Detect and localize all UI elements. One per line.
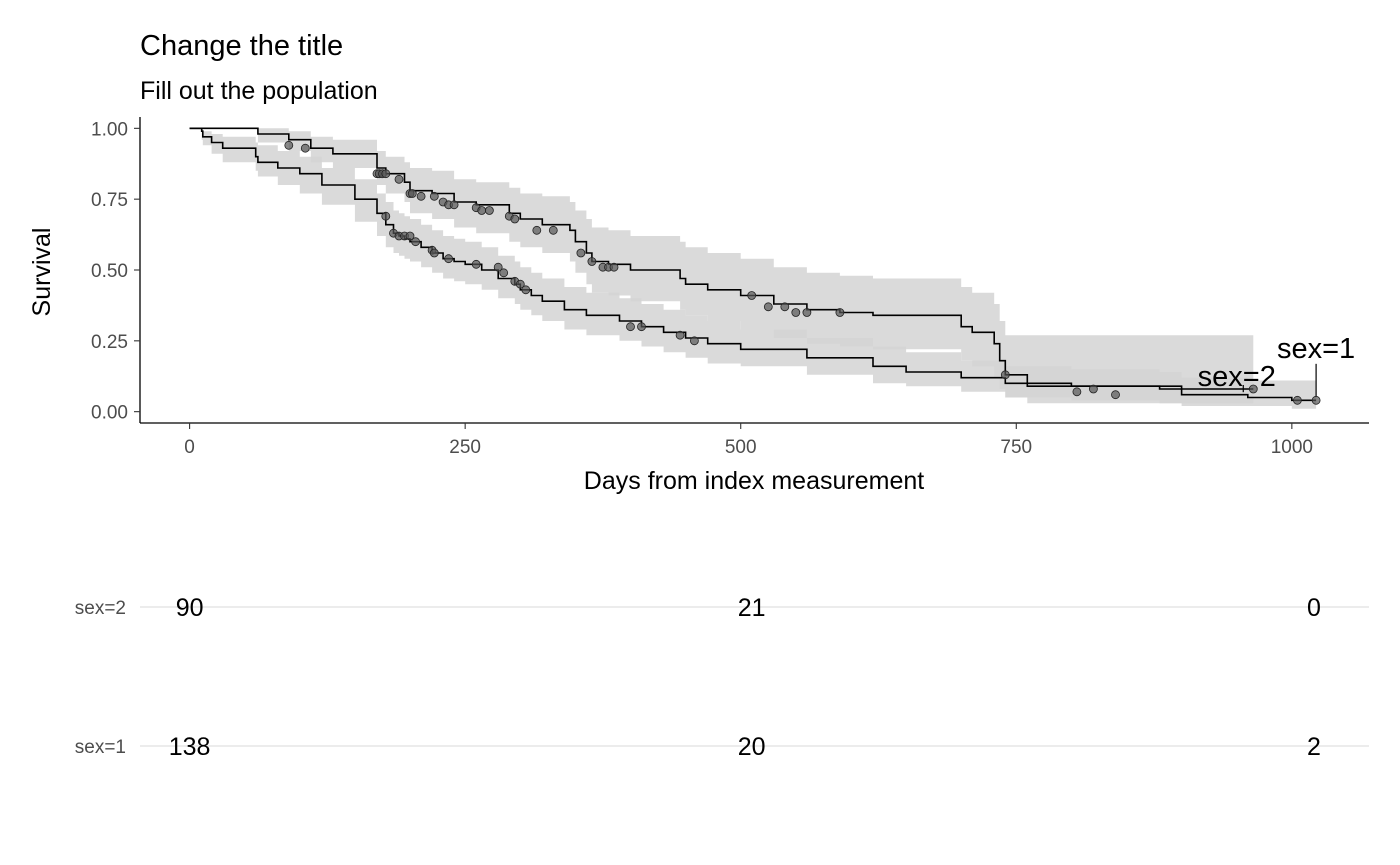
confidence-band-sex=2	[189, 128, 1254, 404]
x-tick-label: 250	[449, 437, 481, 458]
censor-mark	[1111, 390, 1120, 400]
y-tick-label: 1.00	[91, 119, 128, 140]
risk-count: 138	[169, 733, 211, 761]
censor-mark	[429, 248, 439, 258]
censor-mark	[1089, 384, 1098, 394]
survival-line-sex=1	[189, 127, 1317, 402]
censor-mark	[300, 143, 310, 153]
censor-mark	[429, 191, 439, 201]
censor-mark	[499, 268, 509, 278]
censor-mark	[411, 237, 421, 247]
censor-mark	[576, 248, 586, 258]
censor-mark	[1000, 370, 1010, 380]
censor-mark	[416, 191, 426, 201]
censor-mark	[515, 279, 525, 289]
censor-mark	[675, 330, 685, 340]
y-tick-label: 0.00	[91, 403, 128, 424]
strata-label: sex=2	[1198, 361, 1276, 393]
censor-mark	[477, 206, 487, 215]
strata-label: sex=1	[1277, 333, 1355, 365]
censor-mark	[690, 336, 699, 346]
y-tick-label: 0.50	[91, 261, 128, 282]
censor-mark	[493, 262, 503, 272]
censor-mark	[444, 254, 454, 264]
censor-mark	[484, 206, 494, 215]
censor-mark	[637, 322, 646, 332]
censor-mark	[381, 211, 391, 221]
risk-count: 20	[738, 733, 766, 761]
censor-mark	[802, 308, 812, 317]
x-axis-title: Days from index measurement	[584, 467, 924, 495]
survival-plot: 0.00 0.25 0.50 0.75 1.00 0 250 500 750 1000 sex=1s…	[91, 117, 1369, 458]
chart-subtitle: Fill out the population	[140, 77, 378, 105]
x-tick-label: 0	[184, 437, 195, 458]
censor-mark	[763, 302, 773, 312]
censor-mark	[1248, 384, 1258, 394]
censor-mark	[1072, 387, 1082, 397]
censor-mark	[284, 140, 294, 150]
censor-mark	[532, 225, 542, 235]
censor-mark	[405, 231, 415, 241]
censor-mark	[1311, 395, 1321, 405]
censor-mark	[587, 257, 597, 266]
risk-count: 21	[738, 594, 766, 622]
censor-mark	[521, 285, 531, 295]
chart-title: Change the title	[140, 30, 343, 62]
x-tick-label: 1000	[1271, 437, 1313, 458]
censor-mark	[791, 308, 801, 317]
x-tick-label: 750	[1000, 437, 1032, 458]
y-tick-label: 0.75	[91, 190, 128, 211]
censor-mark	[381, 169, 391, 179]
censor-mark	[394, 174, 404, 184]
censor-mark	[780, 302, 790, 312]
risk-count: 2	[1307, 733, 1321, 761]
censor-mark	[747, 291, 757, 300]
risk-count: 90	[176, 594, 204, 622]
censor-mark	[626, 322, 635, 332]
censor-mark	[471, 259, 481, 269]
risk-count: 0	[1307, 594, 1321, 622]
y-axis-title: Survival	[28, 228, 56, 317]
censor-mark	[609, 262, 619, 272]
y-tick-label: 0.25	[91, 332, 128, 353]
risk-table: sex=2 90 21 0 sex=1 138 20 2	[75, 594, 1369, 761]
censor-mark	[1293, 395, 1302, 405]
risk-row-label: sex=2	[75, 598, 126, 619]
censor-mark	[449, 200, 459, 210]
censor-mark	[407, 189, 417, 198]
censor-mark	[835, 308, 845, 317]
x-tick-label: 500	[725, 437, 757, 458]
risk-row-label: sex=1	[75, 737, 126, 758]
censor-mark	[548, 225, 558, 235]
censor-mark	[510, 214, 520, 224]
